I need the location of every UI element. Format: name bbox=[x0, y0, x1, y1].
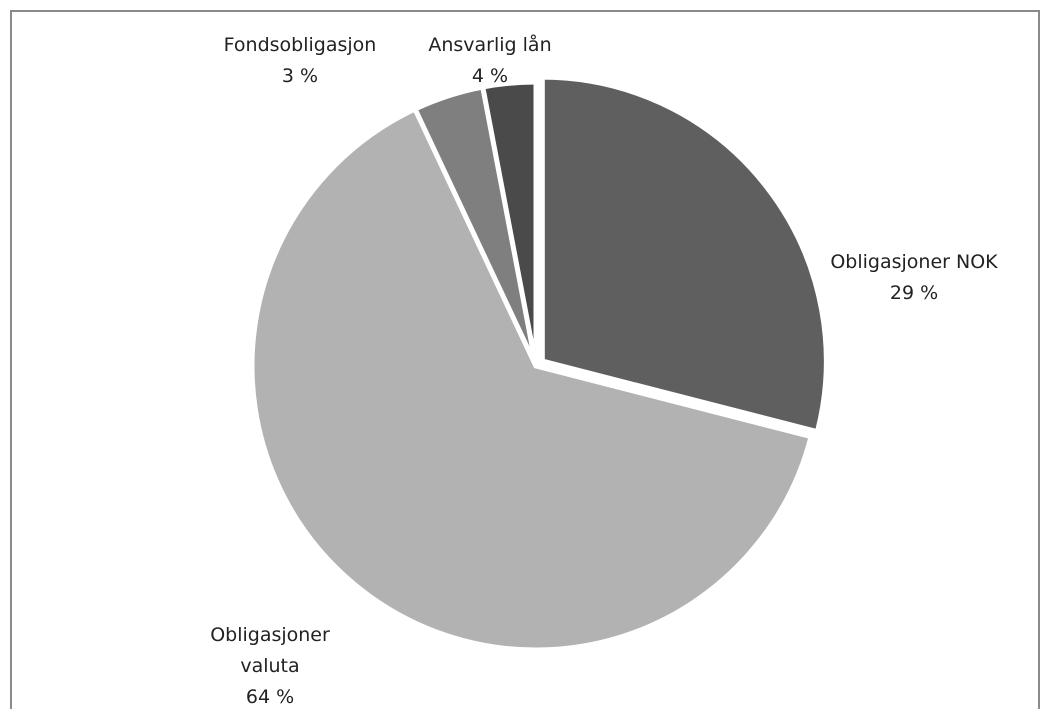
slice-name: Fondsobligasjon bbox=[223, 34, 377, 56]
slice-value: 4 % bbox=[471, 65, 509, 87]
pie-slice bbox=[249, 105, 815, 653]
slice-value: 29 % bbox=[889, 282, 939, 304]
slice-value: 64 % bbox=[245, 686, 295, 708]
slice-value: 3 % bbox=[281, 65, 319, 87]
slice-name: Obligasjoner NOK bbox=[830, 251, 998, 273]
data-label: Ansvarlig lån 4 % bbox=[405, 30, 575, 92]
pie-slice bbox=[539, 74, 829, 435]
data-label: Obligasjoner valuta 64 % bbox=[195, 620, 345, 713]
data-label: Fondsobligasjon 3 % bbox=[215, 30, 385, 92]
data-label: Obligasjoner NOK 29 % bbox=[829, 247, 999, 309]
slice-name: Obligasjoner valuta bbox=[210, 624, 330, 677]
slice-name: Ansvarlig lån bbox=[428, 34, 552, 56]
chart-frame bbox=[10, 10, 1040, 709]
pie-slice bbox=[479, 79, 539, 367]
